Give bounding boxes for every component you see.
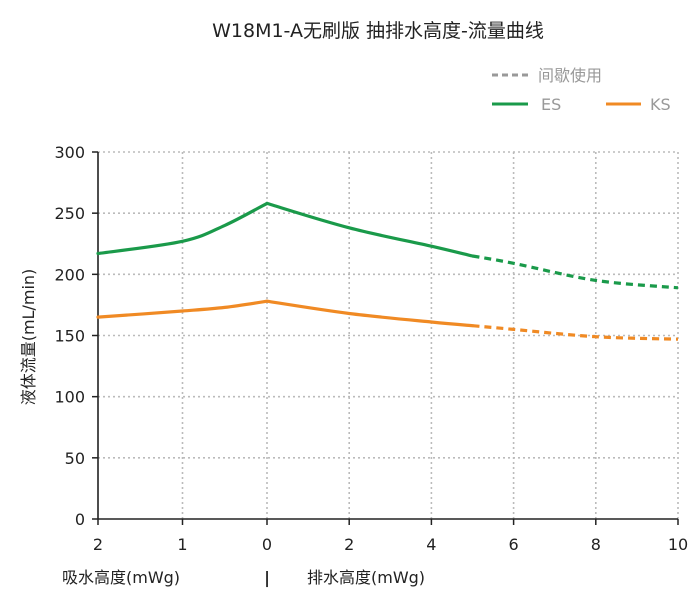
grid: [98, 151, 679, 519]
x-tick-label: 4: [426, 535, 436, 554]
x-tick-label: 2: [93, 535, 103, 554]
x-axis-label-discharge: 排水高度(mWg): [307, 568, 425, 587]
y-tick-label: 200: [54, 265, 85, 284]
axes: [92, 151, 679, 525]
legend-es-label: ES: [541, 95, 561, 114]
x-tick-label: 2: [344, 535, 354, 554]
x-tick-label: 8: [591, 535, 601, 554]
legend: 间歇使用 ES KS: [492, 66, 671, 114]
series-ks-line: [265, 299, 475, 328]
x-ticks: 2 1 0 2 4 6 8 10: [93, 535, 688, 554]
x-axis-label-separator: |: [264, 568, 270, 588]
y-tick-label: 250: [54, 204, 85, 223]
y-tick-label: 100: [54, 388, 85, 407]
series-ks-intermittent-line: [472, 324, 679, 341]
legend-ks-label: KS: [650, 95, 671, 114]
x-tick-label: 10: [668, 535, 688, 554]
y-tick-label: 50: [65, 449, 85, 468]
y-tick-label: 300: [54, 143, 85, 162]
series-es-line: [96, 201, 269, 256]
legend-intermittent-label: 间歇使用: [538, 66, 602, 85]
x-axis-label-suction: 吸水高度(mWg): [62, 568, 180, 587]
x-tick-label: 1: [177, 535, 187, 554]
x-tick-label: 6: [509, 535, 519, 554]
x-tick-label: 0: [262, 535, 272, 554]
y-tick-label: 150: [54, 327, 85, 346]
series-es-line: [265, 201, 475, 258]
chart-title: W18M1-A无刷版 抽排水高度-流量曲线: [212, 20, 544, 42]
series-es-intermittent-line: [472, 254, 679, 290]
series-ks-line: [96, 299, 269, 319]
y-axis-label: 液体流量(mL/min): [19, 269, 38, 406]
y-tick-label: 0: [75, 510, 85, 529]
series: [96, 201, 679, 341]
y-ticks: 0 50 100 150 200 250 300: [54, 143, 85, 529]
